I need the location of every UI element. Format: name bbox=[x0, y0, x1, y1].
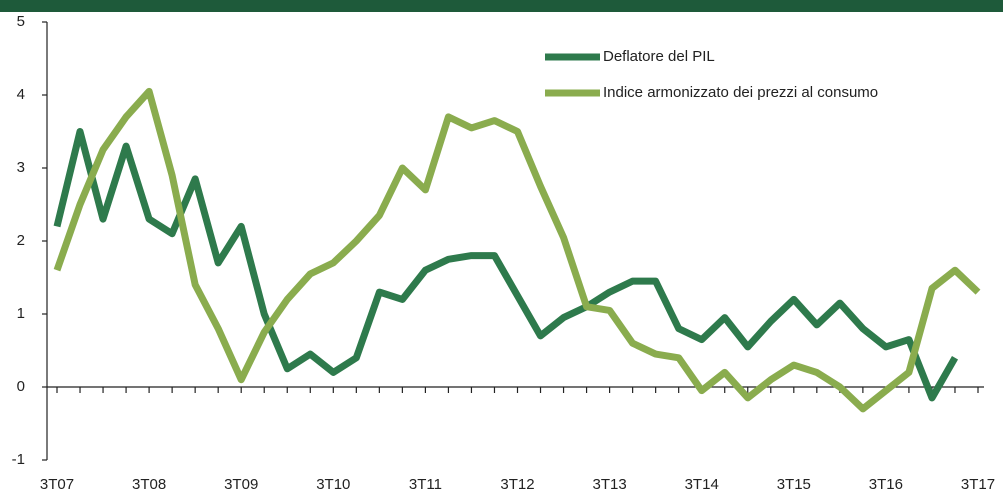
series-line bbox=[53, 128, 959, 402]
y-tick-label: 3 bbox=[17, 159, 25, 176]
x-tick-label: 3T16 bbox=[869, 476, 903, 493]
y-tick-label: -1 bbox=[12, 451, 25, 468]
y-tick-label: 1 bbox=[17, 305, 25, 322]
header-band bbox=[0, 0, 1003, 12]
x-tick-label: 3T14 bbox=[685, 476, 719, 493]
x-tick-label: 3T07 bbox=[40, 476, 74, 493]
x-tick-label: 3T12 bbox=[500, 476, 534, 493]
y-tick-label: 2 bbox=[17, 232, 25, 249]
y-tick-label: 5 bbox=[17, 13, 25, 30]
x-tick-label: 3T09 bbox=[224, 476, 258, 493]
y-tick-label: 4 bbox=[17, 86, 25, 103]
x-tick-label: 3T10 bbox=[316, 476, 350, 493]
x-tick-label: 3T17 bbox=[961, 476, 995, 493]
legend-label: Indice armonizzato dei prezzi al consumo bbox=[603, 84, 878, 101]
y-tick-label: 0 bbox=[17, 378, 25, 395]
x-tick-label: 3T13 bbox=[592, 476, 626, 493]
series-line bbox=[53, 87, 981, 413]
legend-label: Deflatore del PIL bbox=[603, 48, 715, 65]
x-tick-label: 3T11 bbox=[409, 476, 442, 493]
x-tick-label: 3T08 bbox=[132, 476, 166, 493]
x-tick-label: 3T15 bbox=[777, 476, 811, 493]
